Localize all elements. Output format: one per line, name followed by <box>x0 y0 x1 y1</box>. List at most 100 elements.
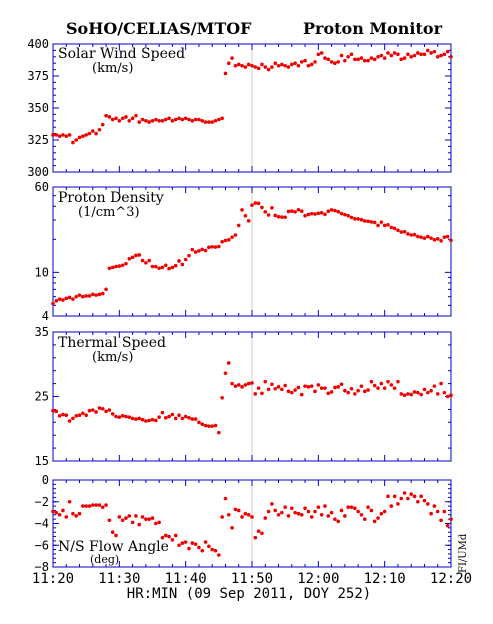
data-point <box>130 255 135 260</box>
data-point <box>416 390 420 395</box>
data-point <box>91 129 95 133</box>
data-point <box>140 417 145 422</box>
data-point <box>273 508 278 513</box>
data-point <box>336 519 341 524</box>
data-point <box>177 259 181 263</box>
data-point <box>236 62 241 67</box>
data-point <box>144 261 148 265</box>
data-point <box>386 494 390 499</box>
data-point <box>183 540 188 544</box>
data-point <box>150 119 155 123</box>
data-point <box>392 386 397 390</box>
data-point <box>306 212 311 217</box>
data-point <box>402 491 407 495</box>
data-point <box>396 379 400 384</box>
data-point <box>389 504 394 508</box>
x-tick-labels: 11:20 11:30 11:40 11:50 12:00 12:10 12:20 <box>32 571 472 587</box>
data-point <box>87 294 92 298</box>
data-point <box>346 213 350 218</box>
data-point <box>296 63 301 68</box>
data-point <box>210 547 214 552</box>
data-point <box>303 58 307 63</box>
data-point <box>416 51 420 55</box>
data-point <box>359 513 364 517</box>
data-point <box>210 120 214 124</box>
data-point <box>346 390 350 395</box>
y-tick-label: 400 <box>27 37 49 51</box>
data-point <box>290 62 294 67</box>
data-point <box>439 381 443 386</box>
data-point <box>230 235 234 240</box>
data-point <box>333 385 337 390</box>
data-point <box>273 213 278 218</box>
data-point <box>210 244 214 249</box>
data-point <box>107 408 112 412</box>
data-point <box>177 543 181 548</box>
data-point <box>449 55 453 59</box>
data-point <box>87 131 92 136</box>
data-point <box>389 53 394 58</box>
data-point <box>399 392 404 396</box>
data-point <box>74 514 79 518</box>
data-point <box>362 389 367 394</box>
data-point <box>240 515 244 519</box>
data-point <box>270 65 274 69</box>
data-point <box>286 514 291 518</box>
data-point <box>236 383 241 387</box>
data-point <box>127 256 132 261</box>
data-point <box>97 127 102 132</box>
data-point <box>256 529 261 533</box>
data-point <box>409 392 414 397</box>
data-point <box>246 381 251 386</box>
data-point <box>329 510 334 515</box>
data-point <box>316 211 321 216</box>
data-point <box>389 383 394 387</box>
data-point <box>366 388 370 392</box>
data-point <box>372 57 377 62</box>
data-point <box>197 117 201 122</box>
data-point <box>217 244 221 249</box>
data-point <box>163 263 168 268</box>
data-point <box>104 287 108 292</box>
data-point <box>280 387 284 392</box>
data-point <box>74 414 79 418</box>
data-point <box>449 393 453 398</box>
data-point <box>77 135 82 140</box>
data-point <box>246 219 251 223</box>
data-point <box>283 505 287 509</box>
data-point <box>127 119 132 123</box>
data-point <box>51 301 55 306</box>
data-point <box>77 413 82 418</box>
data-point <box>97 406 102 410</box>
data-point <box>223 238 228 243</box>
data-point <box>359 217 364 222</box>
data-point <box>290 506 294 511</box>
data-point <box>203 248 208 253</box>
data-point <box>439 53 443 58</box>
data-point <box>329 390 334 394</box>
data-point <box>130 416 135 421</box>
data-point <box>107 266 112 271</box>
data-point <box>173 533 178 538</box>
data-point <box>183 116 188 121</box>
data-point <box>449 238 453 243</box>
data-point <box>170 265 175 270</box>
data-point <box>306 509 311 514</box>
data-point <box>339 508 344 513</box>
data-point <box>57 134 62 138</box>
data-point <box>346 505 350 509</box>
data-point <box>329 60 334 64</box>
data-point <box>432 49 437 54</box>
data-point <box>180 541 185 545</box>
data-point <box>336 60 341 64</box>
data-point <box>77 293 82 297</box>
data-point <box>343 212 347 217</box>
data-point <box>190 119 195 123</box>
data-point <box>416 499 420 504</box>
data-point <box>445 234 450 239</box>
data-point <box>200 422 205 427</box>
data-point <box>323 56 327 60</box>
data-point <box>173 117 178 122</box>
data-point <box>130 116 135 121</box>
data-point <box>203 120 208 124</box>
